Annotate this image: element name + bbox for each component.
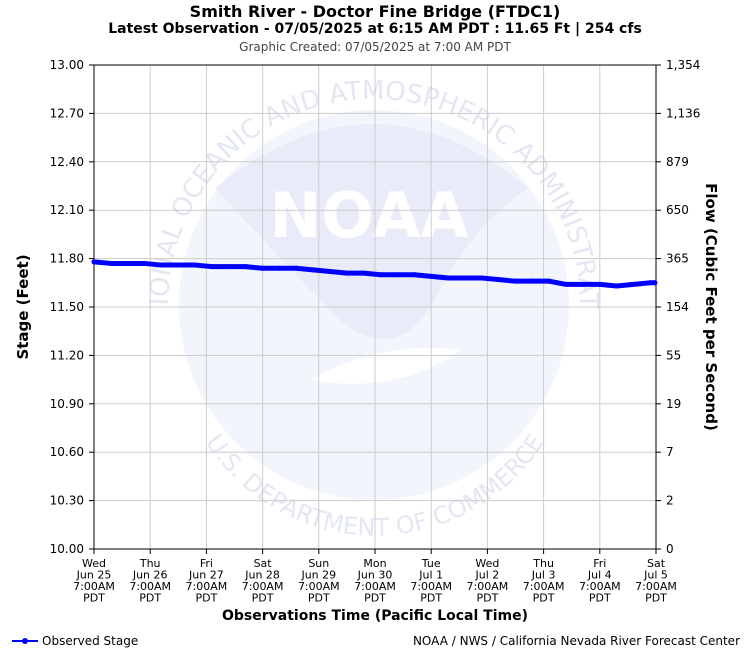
y2-axis-ticks: 0 2 7 19 55 154 365 650 879 1,136 1,354 bbox=[656, 58, 700, 556]
observed-stage-series bbox=[91, 259, 658, 289]
data-point bbox=[91, 259, 97, 265]
data-point bbox=[647, 280, 653, 286]
data-point bbox=[108, 260, 114, 266]
credit-text: NOAA / NWS / California Nevada River For… bbox=[412, 634, 740, 648]
chart-title: Smith River - Doctor Fine Bridge (FTDC1) bbox=[189, 2, 561, 21]
data-point bbox=[260, 265, 266, 271]
y2-tick-label: 1,354 bbox=[666, 58, 700, 72]
legend-label: Observed Stage bbox=[42, 634, 139, 648]
x-axis-label: Observations Time (Pacific Local Time) bbox=[222, 608, 528, 624]
y2-tick-label: 1,136 bbox=[666, 106, 700, 120]
y-axis-ticks: 10.00 10.30 10.60 10.90 11.20 11.50 11.80 12.10… bbox=[50, 58, 94, 556]
grid-lines bbox=[93, 64, 657, 550]
y-tick-label: 11.20 bbox=[50, 348, 84, 362]
data-point bbox=[597, 281, 603, 287]
y2-tick-label: 879 bbox=[666, 155, 689, 169]
y-tick-label: 10.00 bbox=[50, 542, 84, 556]
data-point bbox=[142, 260, 148, 266]
data-point bbox=[479, 275, 485, 281]
x-tick-label: Fri Jun 27 7:00AM PDT bbox=[186, 557, 228, 605]
data-point bbox=[175, 262, 181, 268]
data-point bbox=[276, 265, 282, 271]
data-point bbox=[158, 262, 164, 268]
x-tick-label: Thu Jul 3 7:00AM PDT bbox=[523, 557, 565, 605]
data-point bbox=[209, 264, 215, 270]
y-tick-label: 12.10 bbox=[50, 203, 84, 217]
data-point bbox=[411, 272, 417, 278]
data-point bbox=[462, 275, 468, 281]
legend-line-icon bbox=[12, 638, 38, 644]
data-point bbox=[428, 273, 434, 279]
data-point bbox=[293, 265, 299, 271]
chart-subtitle: Latest Observation - 07/05/2025 at 6:15 … bbox=[108, 21, 642, 37]
x-axis-ticks: Wed Jun 25 7:00AM PDT Thu Jun 26 7:00AM PDT Fri J… bbox=[73, 549, 677, 605]
y-tick-label: 11.50 bbox=[50, 300, 84, 314]
y-tick-label: 12.70 bbox=[50, 106, 84, 120]
x-tick-label: Sat Jul 5 7:00AM PDT bbox=[635, 557, 677, 605]
data-point bbox=[563, 281, 569, 287]
data-point bbox=[580, 281, 586, 287]
data-point bbox=[310, 267, 316, 273]
watermark-center-text: NOAA bbox=[270, 179, 469, 252]
data-point bbox=[327, 269, 333, 275]
x-tick-label: Tue Jul 1 7:00AM PDT bbox=[410, 557, 452, 605]
x-tick-label: Wed Jun 25 7:00AM PDT bbox=[73, 557, 115, 605]
y-tick-label: 10.60 bbox=[50, 445, 84, 459]
y-tick-label: 11.80 bbox=[50, 252, 84, 266]
data-point bbox=[361, 270, 367, 276]
x-tick-label: Wed Jul 2 7:00AM PDT bbox=[467, 557, 509, 605]
y2-tick-label: 55 bbox=[666, 348, 681, 362]
x-tick-label: Sat Jun 28 7:00AM PDT bbox=[242, 557, 284, 605]
x-tick-label: Sun Jun 29 7:00AM PDT bbox=[298, 557, 340, 605]
y2-tick-label: 365 bbox=[666, 252, 689, 266]
y2-tick-label: 650 bbox=[666, 203, 689, 217]
data-point bbox=[226, 264, 232, 270]
data-point bbox=[652, 280, 658, 286]
data-point bbox=[344, 270, 350, 276]
data-point bbox=[445, 275, 451, 281]
legend: Observed Stage bbox=[12, 634, 138, 648]
y2-tick-label: 19 bbox=[666, 397, 681, 411]
y2-tick-label: 154 bbox=[666, 300, 689, 314]
data-point bbox=[378, 272, 384, 278]
y-tick-label: 12.40 bbox=[50, 155, 84, 169]
data-point bbox=[496, 277, 502, 283]
y-tick-label: 13.00 bbox=[50, 58, 84, 72]
data-point bbox=[529, 278, 535, 284]
y2-tick-label: 0 bbox=[666, 542, 674, 556]
data-point bbox=[631, 281, 637, 287]
x-tick-label: Mon Jun 30 7:00AM PDT bbox=[354, 557, 396, 605]
y2-axis-label: Flow (Cubic Feet per Second) bbox=[702, 183, 720, 431]
data-point bbox=[243, 264, 249, 270]
x-tick-label: Fri Jul 4 7:00AM PDT bbox=[579, 557, 621, 605]
graphic-created: Graphic Created: 07/05/2025 at 7:00 AM P… bbox=[239, 40, 511, 54]
data-point bbox=[546, 278, 552, 284]
y-tick-label: 10.30 bbox=[50, 494, 84, 508]
y2-tick-label: 2 bbox=[666, 494, 674, 508]
data-point bbox=[614, 283, 620, 289]
y-tick-label: 10.90 bbox=[50, 397, 84, 411]
data-point bbox=[394, 272, 400, 278]
data-point bbox=[192, 262, 198, 268]
y-axis-label: Stage (Feet) bbox=[14, 254, 32, 359]
data-point bbox=[125, 260, 131, 266]
data-point bbox=[513, 278, 518, 284]
y2-tick-label: 7 bbox=[666, 445, 674, 459]
x-tick-label: Thu Jun 26 7:00AM PDT bbox=[129, 557, 171, 605]
